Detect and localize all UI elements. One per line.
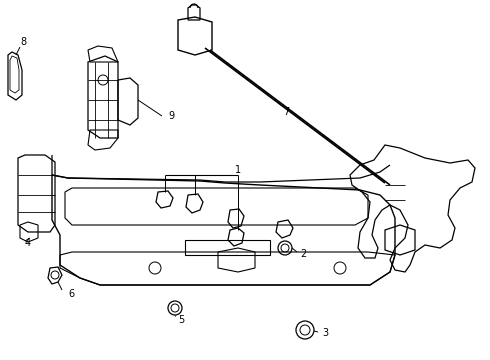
Text: 8: 8 xyxy=(20,37,26,47)
Text: 5: 5 xyxy=(178,315,184,325)
Text: 9: 9 xyxy=(168,111,174,121)
Text: 1: 1 xyxy=(235,165,241,175)
Text: 2: 2 xyxy=(300,249,306,259)
Text: 3: 3 xyxy=(322,328,328,338)
Text: 7: 7 xyxy=(283,107,289,117)
Text: 4: 4 xyxy=(25,238,31,248)
Text: 6: 6 xyxy=(68,289,74,299)
